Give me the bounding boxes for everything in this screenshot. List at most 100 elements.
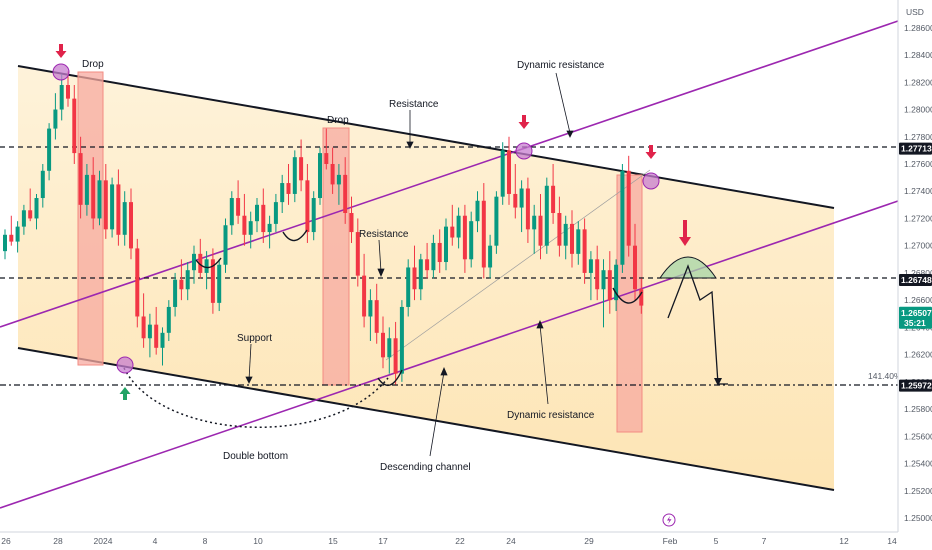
candle-body	[40, 170, 45, 199]
x-tick-label: 26	[1, 536, 11, 546]
candle-body	[406, 267, 411, 307]
candle-body	[280, 183, 285, 203]
candle-body	[273, 202, 278, 224]
candle-body	[387, 338, 392, 358]
candle-body	[255, 204, 259, 222]
price-tag-bg	[899, 379, 932, 392]
channel-upper-line	[17, 65, 835, 209]
y-tick-label: 1.26200	[904, 350, 932, 360]
candle-body	[78, 153, 83, 205]
candle-body	[210, 259, 215, 303]
pointer-res-mid-head	[377, 268, 385, 278]
candle-body	[267, 223, 272, 233]
candle-body	[103, 180, 108, 230]
pointer-dynres-bottom-head	[536, 319, 544, 329]
x-tick-label: Feb	[663, 536, 678, 546]
candle-body	[381, 332, 385, 358]
candle-body	[192, 253, 196, 271]
candle-body	[412, 267, 417, 290]
projection	[659, 256, 728, 386]
pointer-res-mid	[378, 239, 382, 273]
candle-body	[229, 198, 234, 226]
circle-top-1	[52, 63, 70, 81]
channel-lower-line	[17, 347, 835, 491]
lightning-icon[interactable]	[662, 513, 676, 527]
candle-body	[475, 200, 480, 222]
candle-body	[393, 338, 398, 374]
dynamic-line-lower	[0, 200, 899, 509]
candle-body	[601, 270, 606, 290]
candle-body	[147, 324, 152, 339]
candle-body	[456, 215, 461, 238]
candle-body	[343, 174, 348, 214]
candle-body	[15, 226, 20, 242]
candle-body	[336, 174, 341, 185]
candle-body	[374, 300, 379, 333]
x-tick-label: 22	[455, 536, 465, 546]
candle-body	[84, 174, 89, 205]
guide-line	[385, 169, 651, 361]
price-tag-bg	[899, 142, 932, 155]
y-tick-label: 1.26600	[904, 295, 932, 305]
candle-body	[462, 215, 467, 260]
x-tick-label: 28	[53, 536, 63, 546]
projection-zigzag	[667, 264, 719, 385]
candle-body	[324, 153, 329, 164]
candle-body	[286, 183, 291, 194]
candle-body	[513, 193, 518, 208]
candle-body	[318, 153, 322, 199]
candle-body	[160, 332, 165, 348]
arc-1	[195, 257, 222, 269]
candle-body	[91, 174, 96, 219]
current-price-tag-bg	[899, 306, 932, 329]
candle-body	[53, 109, 58, 129]
candle-body	[532, 215, 537, 230]
label-dynamic-resistance-bottom: Dynamic resistance	[507, 410, 595, 421]
candle-body	[444, 226, 448, 263]
candle-body	[450, 226, 455, 238]
candle-body	[519, 188, 524, 208]
candle-body	[299, 157, 304, 181]
currency-label: USD	[906, 7, 924, 17]
candle-body	[481, 200, 486, 268]
candle-body	[311, 198, 316, 233]
dynamic-line-upper	[0, 20, 899, 328]
y-tick-label: 1.25600	[904, 431, 932, 441]
price-axis: USD 1.286001.284001.282001.280001.278001…	[897, 0, 932, 550]
candle-body	[141, 316, 146, 339]
circle-top-2	[515, 142, 533, 160]
y-tick-label: 1.28600	[904, 23, 932, 33]
circle-bottom-1	[116, 356, 134, 374]
pointer-res-top-head	[406, 141, 414, 149]
x-tick-label: 15	[328, 536, 338, 546]
price-tag-bg	[899, 273, 932, 286]
candle-body	[355, 232, 360, 276]
x-tick-label: 8	[203, 536, 208, 546]
y-tick-label: 1.27600	[904, 159, 932, 169]
candle-body	[525, 188, 530, 230]
candle-body	[198, 253, 203, 273]
candle-body	[223, 225, 228, 265]
x-tick-label: 24	[506, 536, 516, 546]
y-tick-label: 1.28400	[904, 50, 932, 60]
candle-body	[154, 324, 159, 348]
candle-body	[116, 184, 121, 235]
x-tick-label: 12	[839, 536, 849, 546]
price-tag-label: 1.26748	[901, 275, 932, 285]
drop-boxes	[77, 71, 643, 433]
candle-body	[330, 163, 335, 185]
price-tag-label: 1.27713	[901, 144, 932, 154]
candle-body	[9, 234, 14, 242]
drop-box-2	[322, 127, 350, 386]
x-tick-label: 17	[378, 536, 388, 546]
pointer-dynres-top	[555, 72, 571, 134]
x-ticks: 26 28 2024 4 8 10 15 17 22 24 29 Feb 5 7 12 14	[1, 536, 897, 546]
candle-body	[28, 210, 33, 219]
candle-body	[173, 279, 178, 307]
label-resistance-mid: Resistance	[359, 229, 409, 240]
current-price-countdown: 35:21	[904, 318, 926, 328]
candle-body	[47, 128, 52, 171]
arrow-down-icon	[55, 44, 67, 58]
